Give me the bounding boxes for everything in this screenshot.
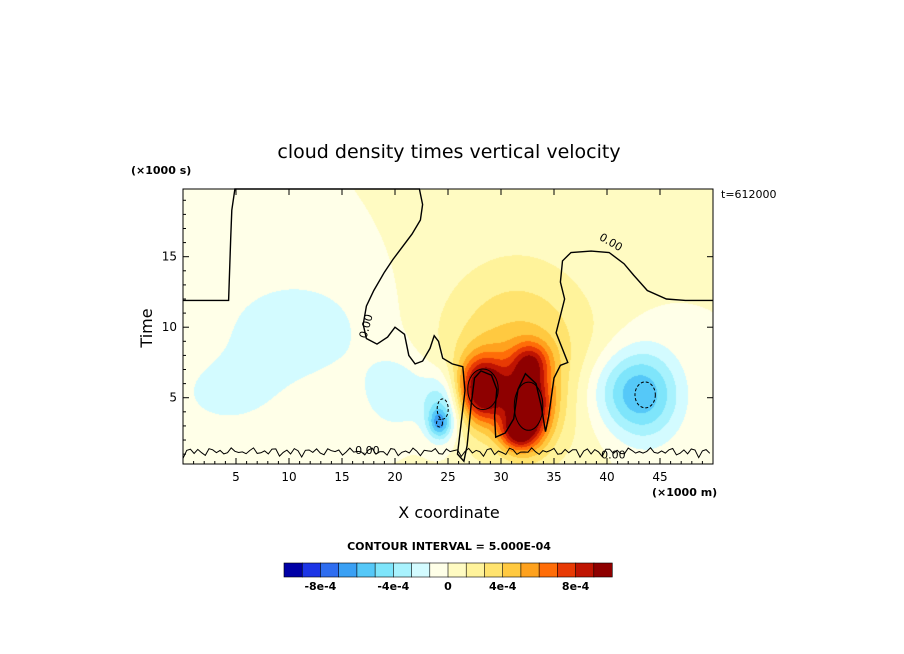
colorbar-swatch [429,562,449,578]
contour-label: 0.00 [355,444,380,457]
x-tick-label: 25 [440,470,455,484]
colorbar-swatch [283,562,303,578]
colorbar-swatch [447,562,467,578]
colorbar-label: 0 [444,580,452,593]
x-tick-label: 10 [281,470,296,484]
contour-label: 0.00 [357,313,376,340]
colorbar-label: 8e-4 [562,580,590,593]
x-tick-label: 45 [652,470,667,484]
colorbar-swatch [374,562,394,578]
zero-contour-line [183,188,713,463]
colorbar-swatch [465,562,486,578]
x-axis-unit: (×1000 m) [652,486,717,499]
colorbar: -8e-4 -4e-4 0 4e-4 8e-4 [283,562,613,593]
colorbar-swatch [411,562,431,578]
y-tick-label: 5 [169,391,177,405]
x-tick-label: 35 [546,470,561,484]
colorbar-swatch [338,562,358,578]
colorbar-swatch [356,562,376,578]
negative-contour-ring [436,418,443,428]
colorbar-label: -4e-4 [377,580,409,593]
colorbar-label: 4e-4 [489,580,517,593]
x-tick-label: 40 [599,470,614,484]
y-axis-label: Time [137,308,156,348]
colorbar-swatch [320,562,340,578]
y-axis-unit: (×1000 s) [131,164,191,177]
contour-interval-text: CONTOUR INTERVAL = 5.000E-04 [347,540,551,553]
colorbar-swatch [484,562,504,578]
x-tick-label: 30 [493,470,508,484]
y-axis-ticks: 5 10 15 [162,199,713,455]
y-tick-label: 15 [162,250,177,264]
x-axis-ticks: 5 10 15 20 25 30 35 40 45 [193,189,703,484]
time-stamp-label: t=612000 [721,188,777,201]
colorbar-swatch [301,562,322,578]
x-tick-label: 15 [334,470,349,484]
positive-contour-ring [467,368,499,411]
negative-contour-ring [436,398,449,420]
x-tick-label: 20 [387,470,402,484]
colorbar-swatch [393,562,413,578]
positive-contour-ring [513,381,544,431]
y-tick-label: 10 [162,320,177,334]
colorbar-swatch [538,562,558,578]
bottom-contour-line [182,447,711,459]
negative-contour-ring [634,381,656,409]
heatmap-field [183,189,713,464]
contour-label: 0.00 [601,448,626,461]
x-axis-label: X coordinate [398,503,499,522]
colorbar-label: -8e-4 [304,580,336,593]
x-tick-label: 5 [232,470,240,484]
chart-title: cloud density times vertical velocity [277,141,620,163]
colorbar-swatch [520,562,540,578]
colorbar-swatch [593,562,613,578]
colorbar-swatch [502,562,522,578]
colorbar-swatch [575,562,595,578]
colorbar-swatch [557,562,577,578]
